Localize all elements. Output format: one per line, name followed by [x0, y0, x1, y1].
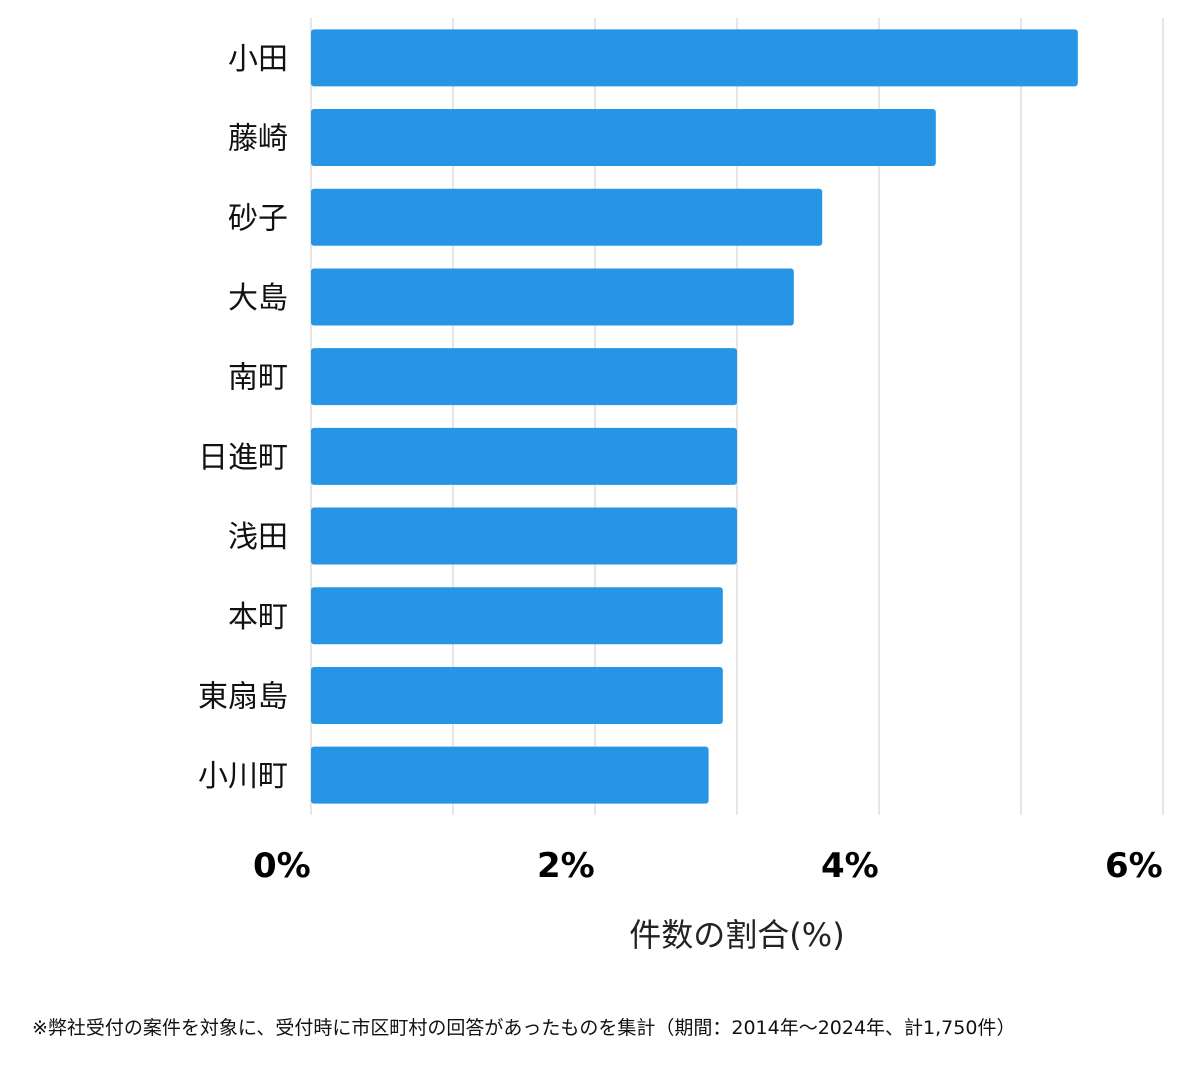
x-tick-label: 2% — [537, 846, 595, 886]
category-label: 日進町 — [198, 440, 288, 475]
bar — [311, 348, 737, 406]
category-label: 藤崎 — [228, 122, 288, 157]
x-tick-labels: 0% 2% 4% 6% — [253, 846, 1163, 886]
category-label: 小川町 — [198, 759, 288, 794]
category-label: 東扇島 — [198, 679, 288, 714]
x-axis-title: 件数の割合(%) — [629, 916, 844, 954]
bar — [311, 109, 936, 167]
footnote: ※弊社受付の案件を対象に、受付時に市区町村の回答があったものを集計（期間：201… — [32, 1017, 1016, 1039]
category-label: 本町 — [228, 600, 288, 635]
bar — [311, 507, 737, 565]
x-tick-label: 4% — [821, 846, 879, 886]
bar — [311, 29, 1078, 87]
category-label: 大島 — [228, 281, 288, 316]
bar — [311, 427, 737, 485]
bar — [311, 746, 709, 804]
bar — [311, 666, 723, 724]
x-tick-label: 6% — [1105, 846, 1163, 886]
x-tick-label: 0% — [253, 846, 311, 886]
category-label: 小田 — [228, 42, 288, 77]
category-label: 砂子 — [228, 201, 288, 236]
bar — [311, 268, 794, 326]
bar — [311, 587, 723, 645]
bars — [311, 29, 1078, 804]
category-label: 浅田 — [228, 520, 288, 555]
bar — [311, 188, 823, 246]
category-label: 南町 — [228, 361, 288, 396]
